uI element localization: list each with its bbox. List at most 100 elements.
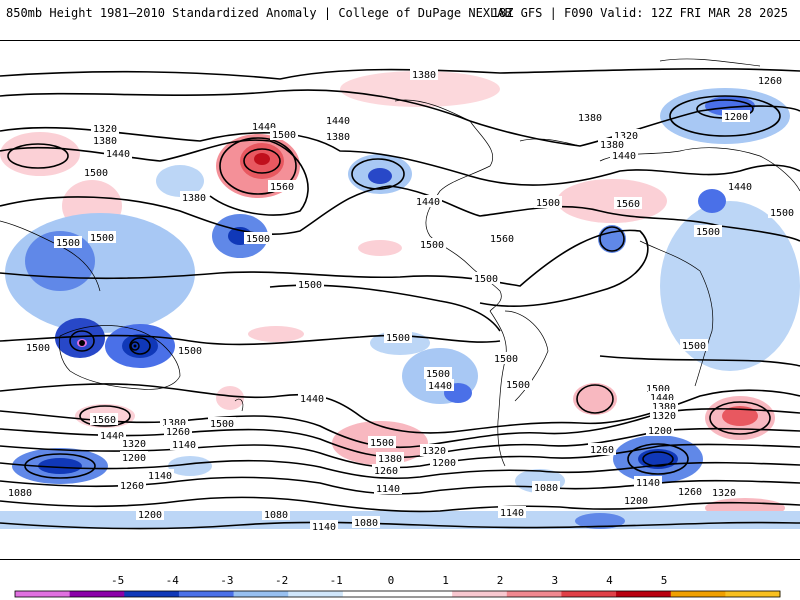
coastline xyxy=(659,58,761,67)
contour-label: 1500 xyxy=(370,438,394,449)
label-bg xyxy=(324,130,352,142)
contour-line xyxy=(0,459,800,480)
anomaly-area xyxy=(38,458,82,474)
label-bg xyxy=(244,232,272,244)
model-valid-time: 18Z GFS | F090 Valid: 12Z FRI MAR 28 202… xyxy=(491,6,788,20)
contour-label: 1080 xyxy=(8,488,32,499)
label-bg xyxy=(534,196,562,208)
label-bg xyxy=(208,417,236,429)
contour-label: 1380 xyxy=(93,136,117,147)
contour-label: 1200 xyxy=(648,426,672,437)
anomaly-area xyxy=(368,168,392,184)
contour-line xyxy=(709,401,771,435)
contour-label: 1380 xyxy=(652,402,676,413)
label-bg xyxy=(146,469,174,481)
anomaly-area xyxy=(722,406,758,426)
label-bg xyxy=(384,331,412,343)
contour-label: 1380 xyxy=(412,70,436,81)
color-scale-tick-label: -4 xyxy=(166,574,180,587)
color-scale-segment xyxy=(725,591,781,597)
color-scale-tick-label: 0 xyxy=(388,574,395,587)
contour-line xyxy=(642,451,674,467)
contour-label: 1320 xyxy=(712,488,736,499)
contour-label: 1560 xyxy=(616,199,640,210)
anomaly-area xyxy=(248,326,304,342)
contour-label: 1080 xyxy=(264,510,288,521)
label-bg xyxy=(104,147,132,159)
contour-label: 1260 xyxy=(374,466,398,477)
color-scale-tick-label: -5 xyxy=(111,574,124,587)
label-bg xyxy=(376,452,404,464)
contour-line xyxy=(0,126,800,186)
contour-label: 1140 xyxy=(172,440,196,451)
contour-label: 1500 xyxy=(506,380,530,391)
contour-label: 1200 xyxy=(724,112,748,123)
contour-line xyxy=(0,383,800,434)
contour-label: 1440 xyxy=(106,149,130,160)
label-bg xyxy=(722,110,750,122)
label-bg xyxy=(588,443,616,455)
contour-label: 1140 xyxy=(376,484,400,495)
label-bg xyxy=(372,464,400,476)
contour-line xyxy=(576,384,614,414)
anomaly-area xyxy=(358,240,402,256)
contour-label: 1500 xyxy=(84,168,108,179)
label-bg xyxy=(426,379,454,391)
label-bg xyxy=(680,339,708,351)
label-bg xyxy=(622,494,650,506)
contour-line xyxy=(219,137,297,195)
contour-line xyxy=(351,158,405,190)
contour-label: 1380 xyxy=(162,418,186,429)
label-bg xyxy=(614,197,642,209)
contour-line xyxy=(0,443,800,469)
contour-label: 1260 xyxy=(678,487,702,498)
label-bg xyxy=(576,111,604,123)
label-bg xyxy=(418,238,446,250)
contour-line xyxy=(0,229,649,307)
contour-label: 1200 xyxy=(138,510,162,521)
color-scale-tick-label: 3 xyxy=(551,574,558,587)
world-map-panel: 1380 1260 1320 1380 1440 1500 1440 1500 … xyxy=(0,40,800,560)
contour-label: 1560 xyxy=(270,182,294,193)
contour-label: 1200 xyxy=(432,458,456,469)
contour-label: 1380 xyxy=(378,454,402,465)
color-scale-segments xyxy=(14,590,781,598)
coastline xyxy=(234,398,244,412)
color-scale-segment xyxy=(561,591,617,597)
contour-line xyxy=(79,405,131,427)
label-bg xyxy=(262,508,290,520)
color-scale-tick-label: -2 xyxy=(275,574,288,587)
contour-label: 1500 xyxy=(272,130,296,141)
contour-label: 1440 xyxy=(252,122,276,133)
map-title: 850mb Height 1981–2010 Standardized Anom… xyxy=(6,6,512,20)
contour-label: 1320 xyxy=(652,411,676,422)
label-bg xyxy=(756,74,784,86)
color-scale-segment xyxy=(124,591,180,597)
anomaly-area xyxy=(0,511,800,529)
contour-label: 1500 xyxy=(246,234,270,245)
coastline xyxy=(58,325,181,390)
color-scale-outline xyxy=(14,590,781,598)
contour-line xyxy=(0,496,800,513)
contour-label: 1500 xyxy=(26,343,50,354)
contour-label: 1320 xyxy=(122,439,146,450)
contour-label: 1320 xyxy=(614,131,638,142)
contour-label: 1500 xyxy=(298,280,322,291)
color-scale-tick-label: -3 xyxy=(220,574,233,587)
label-bg xyxy=(504,378,532,390)
contour-label: 1140 xyxy=(500,508,524,519)
coastline xyxy=(489,310,507,467)
label-bg xyxy=(310,520,338,532)
label-bg xyxy=(170,438,198,450)
contour-label: 1140 xyxy=(636,478,660,489)
contour-label: 1380 xyxy=(326,132,350,143)
contour-label: 1500 xyxy=(770,208,794,219)
label-bg xyxy=(91,122,119,134)
contour-label: 1440 xyxy=(612,151,636,162)
contour-label: 1500 xyxy=(90,233,114,244)
color-scale-segment xyxy=(342,591,398,597)
color-scale-tick-label: -1 xyxy=(330,574,343,587)
label-bg xyxy=(634,476,662,488)
color-scale-segment xyxy=(288,591,344,597)
contour-label: 1320 xyxy=(422,446,446,457)
